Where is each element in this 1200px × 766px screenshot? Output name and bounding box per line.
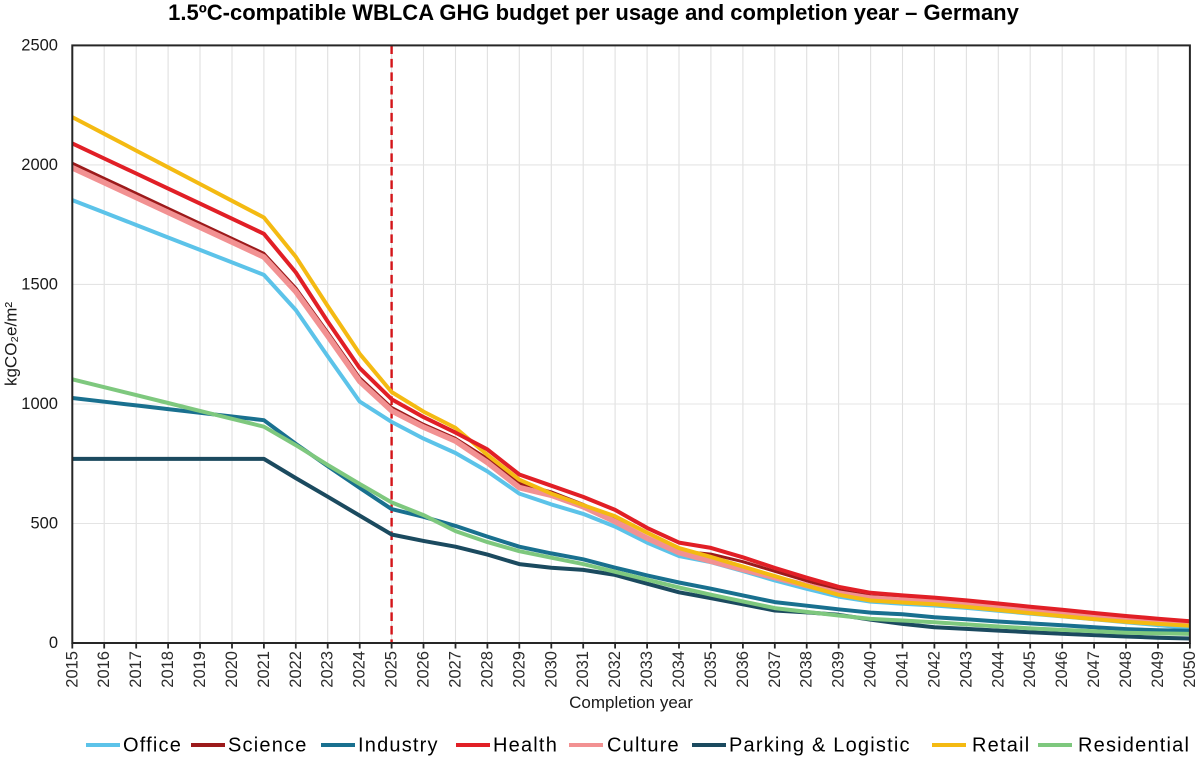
svg-text:2028: 2028 — [478, 651, 496, 688]
svg-text:2018: 2018 — [159, 651, 177, 688]
svg-text:kgCO₂e/m²: kgCO₂e/m² — [2, 302, 21, 386]
svg-text:2015: 2015 — [63, 651, 81, 688]
svg-text:Parking & Logistic: Parking & Logistic — [729, 735, 911, 757]
svg-text:Completion year: Completion year — [569, 693, 693, 712]
svg-text:Retail: Retail — [972, 735, 1030, 757]
svg-text:2017: 2017 — [127, 651, 145, 688]
svg-text:Office: Office — [123, 735, 182, 757]
svg-text:2016: 2016 — [95, 651, 113, 688]
svg-text:2048: 2048 — [1117, 651, 1135, 688]
svg-text:2033: 2033 — [638, 651, 656, 688]
svg-text:2037: 2037 — [766, 651, 784, 688]
svg-text:2035: 2035 — [702, 651, 720, 688]
svg-text:2022: 2022 — [287, 651, 305, 688]
svg-text:2046: 2046 — [1053, 651, 1071, 688]
svg-text:2030: 2030 — [542, 651, 560, 688]
svg-text:2500: 2500 — [21, 36, 58, 54]
svg-text:2038: 2038 — [798, 651, 816, 688]
svg-text:2036: 2036 — [734, 651, 752, 688]
svg-text:2027: 2027 — [447, 651, 465, 688]
svg-text:2049: 2049 — [1149, 651, 1167, 688]
svg-text:2044: 2044 — [989, 651, 1007, 688]
svg-text:2032: 2032 — [606, 651, 624, 688]
svg-text:500: 500 — [30, 515, 58, 533]
svg-text:1500: 1500 — [21, 275, 58, 293]
svg-text:0: 0 — [49, 634, 58, 652]
svg-text:2042: 2042 — [925, 651, 943, 688]
svg-text:2034: 2034 — [670, 651, 688, 688]
svg-text:2019: 2019 — [191, 651, 209, 688]
svg-text:Health: Health — [493, 735, 558, 757]
svg-text:1.5ºC-compatible WBLCA GHG bud: 1.5ºC-compatible WBLCA GHG budget per us… — [168, 0, 1019, 25]
svg-text:Residential: Residential — [1078, 735, 1190, 757]
svg-text:2047: 2047 — [1085, 651, 1103, 688]
svg-text:Science: Science — [228, 735, 308, 757]
svg-text:Culture: Culture — [607, 735, 680, 757]
svg-text:2021: 2021 — [255, 651, 273, 688]
svg-text:2041: 2041 — [894, 651, 912, 688]
svg-text:2043: 2043 — [957, 651, 975, 688]
svg-text:2020: 2020 — [223, 651, 241, 688]
svg-text:2039: 2039 — [830, 651, 848, 688]
svg-text:2031: 2031 — [574, 651, 592, 688]
svg-text:2025: 2025 — [383, 651, 401, 688]
svg-text:Industry: Industry — [358, 735, 439, 757]
svg-text:1000: 1000 — [21, 395, 58, 413]
svg-text:2024: 2024 — [351, 651, 369, 688]
svg-text:2026: 2026 — [415, 651, 433, 688]
svg-text:2045: 2045 — [1021, 651, 1039, 688]
svg-text:2029: 2029 — [510, 651, 528, 688]
svg-text:2040: 2040 — [862, 651, 880, 688]
svg-text:2023: 2023 — [319, 651, 337, 688]
svg-text:2050: 2050 — [1181, 651, 1199, 688]
svg-text:2000: 2000 — [21, 156, 58, 174]
